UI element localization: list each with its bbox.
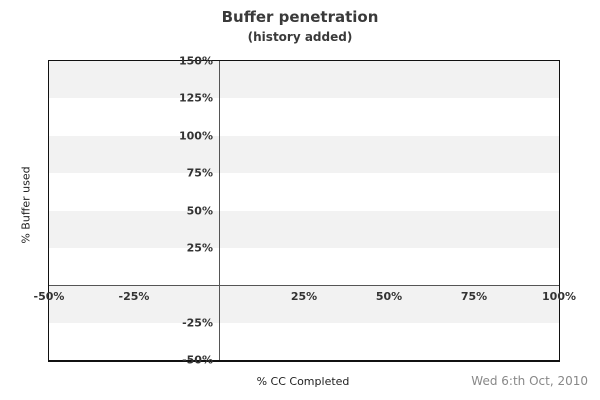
x-tick-label: 50% (375, 290, 403, 304)
y-tick-label: -25% (182, 316, 213, 330)
x-tick-label: 25% (290, 290, 318, 304)
plot-band (49, 285, 559, 323)
plot-band (49, 210, 559, 248)
y-zero-axis-line (219, 61, 220, 360)
x-tick-label: -50% (33, 290, 65, 304)
y-tick-label: 25% (186, 241, 213, 255)
y-tick-label: -50% (182, 353, 213, 367)
y-tick-label: 75% (186, 166, 213, 180)
y-tick-label: 100% (179, 129, 213, 143)
date-label: Wed 6:th Oct, 2010 (471, 374, 588, 388)
x-zero-axis-line (49, 285, 559, 287)
y-tick-label: 50% (186, 204, 213, 217)
x-tick-label: 75% (460, 290, 488, 304)
chart-title: Buffer penetration (221, 8, 379, 26)
y-axis-title: % Buffer used (19, 166, 33, 244)
plot-band (49, 135, 559, 174)
plot-band (49, 61, 559, 99)
y-tick-label: 125% (179, 91, 213, 105)
y-tick-label: 150% (179, 54, 213, 68)
x-tick-label: 100% (542, 290, 576, 304)
plot-area: 150% 125% 100% 75% 50% 25% -25% -50% -50% -25% 25… (34, 55, 576, 367)
x-tick-label: -25% (118, 290, 150, 304)
chart-subtitle: (history added) (247, 30, 353, 44)
x-axis-title: % CC Completed (256, 375, 350, 388)
